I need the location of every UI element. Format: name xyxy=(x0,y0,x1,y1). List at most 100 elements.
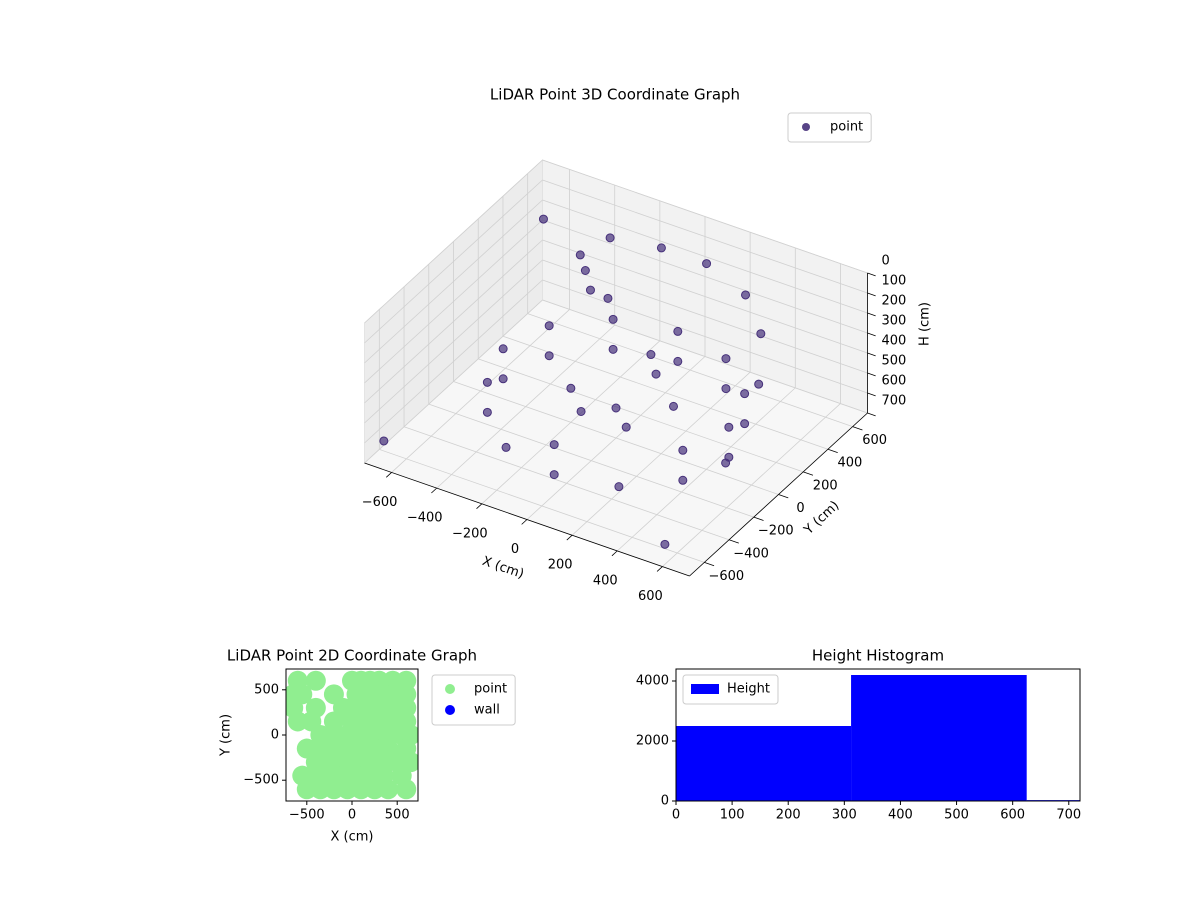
point xyxy=(754,379,764,389)
x-tick-label: −600 xyxy=(362,495,398,510)
point xyxy=(585,285,595,295)
grid-line xyxy=(403,426,730,541)
y-tick-label: 400 xyxy=(838,456,863,471)
grid-line xyxy=(542,199,868,314)
x-tick-label: 100 xyxy=(720,808,745,823)
chart-title: LiDAR Point 3D Coordinate Graph xyxy=(490,86,740,104)
bar xyxy=(676,726,852,801)
y-tick-label: 0 xyxy=(661,794,669,809)
point xyxy=(305,670,326,691)
point xyxy=(740,419,750,429)
grid-line xyxy=(542,259,868,374)
x-tick-label: 500 xyxy=(944,808,969,823)
chart-title: Height Histogram xyxy=(812,647,944,665)
x-axis-line xyxy=(364,462,690,577)
point xyxy=(721,458,731,468)
tick-mark xyxy=(867,352,876,357)
y-tick-label: 0 xyxy=(796,501,804,516)
y-axis-label: Y (cm) xyxy=(219,714,234,757)
x-tick-label: 500 xyxy=(385,808,410,823)
point xyxy=(498,374,508,384)
y-tick-label: 4000 xyxy=(636,674,669,689)
point xyxy=(741,290,751,300)
tick-mark xyxy=(753,516,764,521)
x-tick-label: 200 xyxy=(548,558,573,573)
grid-line xyxy=(364,219,543,384)
point xyxy=(614,482,624,492)
point xyxy=(608,314,618,324)
legend-label: Height xyxy=(727,682,770,697)
x-tick-label: −500 xyxy=(289,808,325,823)
tick-mark xyxy=(778,494,789,499)
chart-title: LiDAR Point 2D Coordinate Graph xyxy=(227,647,477,665)
x-tick-label: 0 xyxy=(672,808,680,823)
point xyxy=(651,369,661,379)
point xyxy=(501,442,511,452)
x-tick-label: 300 xyxy=(832,808,857,823)
point xyxy=(482,377,492,387)
y-tick-label: 0 xyxy=(271,728,279,743)
point xyxy=(482,407,492,417)
point xyxy=(673,326,683,336)
legend-frame xyxy=(682,674,779,705)
tick-mark xyxy=(656,566,663,572)
plot-area xyxy=(286,670,418,800)
tick-mark xyxy=(566,534,573,541)
legend: point wall xyxy=(431,674,516,726)
grid-line xyxy=(428,403,754,518)
legend: point xyxy=(787,112,872,143)
legend: Height xyxy=(682,674,779,705)
point xyxy=(669,401,678,411)
x-tick-label: 400 xyxy=(593,573,618,588)
point xyxy=(608,344,618,354)
point xyxy=(611,403,621,413)
tick-mark xyxy=(827,448,838,453)
x-tick-label: 600 xyxy=(1000,808,1025,823)
point xyxy=(673,356,683,366)
x-tick-label: 600 xyxy=(638,589,663,604)
tick-mark xyxy=(611,550,618,557)
grid-line xyxy=(527,313,853,427)
grid-line xyxy=(502,335,829,450)
point xyxy=(576,406,586,416)
point xyxy=(656,243,666,253)
point xyxy=(566,383,576,393)
tick-mark xyxy=(803,471,814,476)
point xyxy=(396,779,417,800)
grid-line xyxy=(364,299,543,464)
tick-mark xyxy=(867,272,876,277)
point xyxy=(678,445,688,455)
legend-swatch xyxy=(802,123,810,131)
z-tick-label: 400 xyxy=(882,334,907,349)
z-tick-label: 700 xyxy=(882,394,907,409)
tick-mark xyxy=(728,539,739,544)
x-tick-label: 0 xyxy=(511,542,519,557)
axes-frame xyxy=(675,668,1081,802)
point xyxy=(605,233,615,243)
legend-label: wall xyxy=(474,703,500,718)
y-axis-line xyxy=(689,412,868,577)
z-axis-label: H (cm) xyxy=(918,302,933,346)
point xyxy=(538,214,548,224)
point xyxy=(575,250,585,260)
grid-line xyxy=(542,179,868,294)
tick-mark xyxy=(476,503,483,509)
tick-mark xyxy=(521,519,528,525)
tick-mark xyxy=(431,487,437,494)
point xyxy=(603,293,613,303)
grid-line xyxy=(542,279,868,394)
grid-line xyxy=(542,159,868,274)
grid-line xyxy=(364,199,543,364)
grid-line xyxy=(364,279,543,444)
y-tick-label: −200 xyxy=(758,524,794,539)
legend-label: point xyxy=(830,120,863,135)
x-tick-label: 700 xyxy=(1056,808,1081,823)
point xyxy=(544,321,554,331)
y-tick-label: 200 xyxy=(813,478,838,493)
legend-frame xyxy=(787,112,872,143)
x-tick-label: 0 xyxy=(348,808,356,823)
tick-mark xyxy=(867,372,876,377)
point xyxy=(740,389,750,399)
legend-label: point xyxy=(474,682,507,697)
legend-swatch xyxy=(445,684,455,694)
